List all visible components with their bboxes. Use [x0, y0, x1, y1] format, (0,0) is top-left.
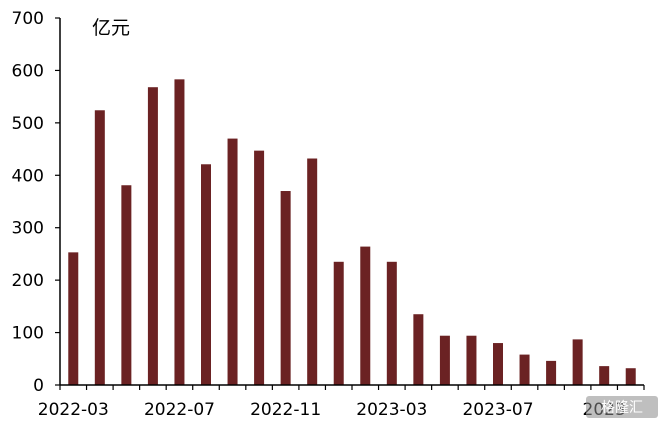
- bars: [68, 79, 636, 385]
- bar-2023-04: [413, 314, 424, 385]
- y-tick-label: 100: [12, 324, 44, 344]
- bar-2022-10: [254, 150, 265, 385]
- bar-2022-12: [307, 158, 318, 385]
- y-tick-label: 0: [33, 376, 44, 396]
- bar-2023-06: [466, 335, 477, 385]
- bar-2022-07: [174, 79, 185, 385]
- bar-2023-08: [519, 354, 530, 385]
- y-tick-label: 600: [12, 61, 44, 81]
- y-tick-label: 700: [12, 9, 44, 29]
- bar-2023-09: [546, 360, 557, 385]
- bar-2022-06: [147, 87, 158, 385]
- x-tick-label: 2023-03: [356, 400, 427, 420]
- bar-2022-08: [201, 164, 211, 385]
- y-axis-ticks: 0 100 200 300 400 500 600 700: [12, 9, 60, 396]
- unit-label: 亿元: [92, 17, 130, 39]
- bar-2023-05: [439, 335, 450, 385]
- y-tick-label: 300: [12, 219, 44, 239]
- bar-2022-11: [280, 191, 291, 385]
- bar-2023-10: [572, 339, 583, 385]
- bar-2023-02: [360, 246, 371, 385]
- bar-2022-04: [94, 110, 105, 385]
- bar-2023-12: [625, 368, 636, 385]
- watermark: 格隆汇: [586, 396, 658, 418]
- y-tick-label: 500: [12, 114, 44, 134]
- watermark-text: 格隆汇: [601, 400, 643, 416]
- y-tick-label: 200: [12, 271, 44, 291]
- x-tick-label: 2022-11: [250, 400, 321, 420]
- bar-2022-05: [121, 185, 132, 385]
- x-tick-label: 2022-07: [144, 400, 215, 420]
- bar-2023-11: [599, 366, 610, 385]
- x-tick-label: 2023-07: [462, 400, 533, 420]
- bar-2023-07: [493, 343, 503, 385]
- bar-2022-03: [68, 252, 79, 385]
- y-tick-label: 400: [12, 166, 44, 186]
- bar-2023-03: [386, 261, 397, 385]
- bar-2022-09: [227, 138, 238, 385]
- x-tick-label: 2022-03: [38, 400, 109, 420]
- bar-2023-01: [333, 261, 344, 385]
